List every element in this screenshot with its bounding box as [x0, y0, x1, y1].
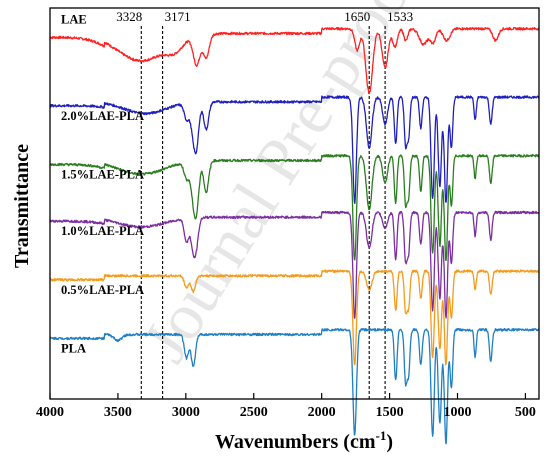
series-label-1: 2.0%LAE-PLA: [61, 109, 144, 123]
spectra-series: [49, 26, 540, 445]
x-tick-label: 3500: [104, 405, 132, 420]
reference-label-3328: 3328: [116, 9, 142, 24]
reference-label-3171: 3171: [165, 9, 191, 24]
series-line-3: [49, 210, 540, 319]
reference-lines: 3328 3171 1650 1533: [116, 9, 413, 399]
reference-label-1650: 1650: [344, 9, 370, 24]
x-tick-label: 2000: [308, 405, 336, 420]
x-axis-ticks: 4000 3500 3000 2500 2000 1500 1000 500: [36, 393, 536, 420]
plot-frame: [49, 7, 540, 400]
series-label-3: 1.0%LAE-PLA: [61, 224, 144, 238]
reference-label-1533: 1533: [387, 9, 413, 24]
series-line-2: [49, 153, 540, 262]
series-line-1: [49, 95, 540, 205]
series-label-5: PLA: [61, 341, 86, 355]
watermark-text: Journal Pre-proof: [128, 0, 436, 375]
series-label-4: 0.5%LAE-PLA: [61, 283, 144, 297]
x-tick-label: 1000: [444, 405, 472, 420]
x-tick-label: 4000: [36, 405, 64, 420]
x-tick-label: 1500: [376, 405, 404, 420]
series-label-0: LAE: [61, 12, 87, 26]
x-tick-label: 500: [515, 405, 536, 420]
x-tick-label: 2500: [240, 405, 268, 420]
series-labels: LAE 2.0%LAE-PLA 1.5%LAE-PLA 1.0%LAE-PLA 0.5%…: [61, 12, 144, 355]
series-line-0: [49, 26, 540, 95]
series-line-5: [49, 328, 540, 445]
series-label-2: 1.5%LAE-PLA: [61, 167, 144, 181]
series-line-4: [49, 269, 540, 366]
x-tick-label: 3000: [172, 405, 200, 420]
x-axis-title: Wavenumbers (cm-1): [215, 428, 393, 453]
y-axis-title: Transmittance: [11, 144, 33, 268]
